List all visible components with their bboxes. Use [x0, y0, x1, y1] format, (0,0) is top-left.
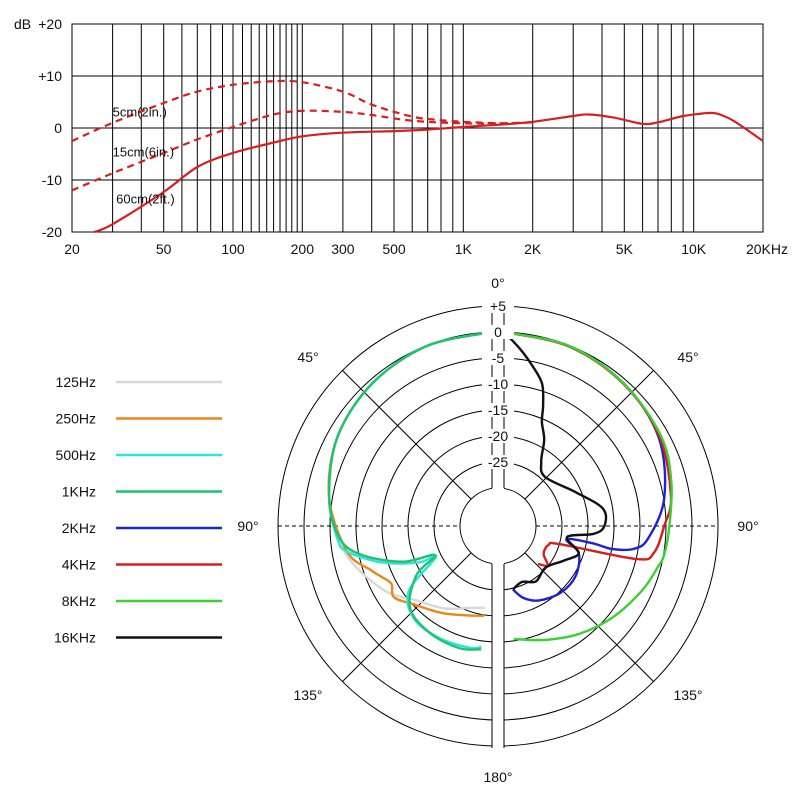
polar-center-strip	[492, 304, 504, 748]
fr-curve-60cm-2ft-	[93, 111, 764, 234]
polar-angle-label: 135°	[674, 687, 703, 703]
polar-curve-1khz	[327, 330, 493, 651]
polar-angle-label: 0°	[491, 275, 504, 291]
fr-y-tick-label: -10	[42, 172, 62, 188]
legend-item-2khz: 2KHz	[62, 520, 222, 536]
fr-plot-frame	[71, 23, 764, 233]
polar-ring-label-bg	[482, 403, 514, 417]
fr-x-tick-label: 20KHz	[746, 241, 788, 257]
polar-ring-label-bg	[482, 429, 514, 443]
fr-y-tick-label: +20	[38, 16, 62, 32]
fr-y-tick-label: +10	[38, 68, 62, 84]
legend-item-16khz: 16KHz	[54, 630, 222, 646]
legend-label: 500Hz	[56, 447, 96, 463]
fr-curve-15cm-6in-	[71, 109, 533, 192]
polar-ring-label: 0	[494, 324, 502, 340]
legend-item-500hz: 500Hz	[56, 447, 222, 463]
polar-ring-label: -10	[488, 376, 508, 392]
polar-angle-label: 135°	[294, 687, 323, 703]
polar-angle-label: 45°	[297, 349, 318, 365]
polar-curve-16khz	[503, 331, 608, 591]
polar-ring-label: -5	[492, 350, 505, 366]
legend-label: 250Hz	[56, 411, 96, 427]
polar-legend: 125Hz 250Hz 500Hz 1KHz 2KHz 4KHz 8KHz 16KHz	[54, 374, 222, 646]
legend-item-1khz: 1KHz	[62, 484, 222, 500]
polar-ring-label: -20	[488, 428, 508, 444]
polar-ring-label-bg	[482, 455, 514, 469]
legend-item-4khz: 4KHz	[62, 557, 222, 573]
polar-ring-label-bg	[482, 351, 514, 365]
legend-label: 8KHz	[62, 593, 96, 609]
fr-x-tick-label: 200	[291, 241, 315, 257]
fr-x-tick-label: 2K	[524, 241, 542, 257]
fr-y-tick-label: -20	[42, 224, 62, 240]
polar-ring-label-bg	[482, 377, 514, 391]
polar-ring-label: +5	[490, 298, 506, 314]
legend-label: 2KHz	[62, 520, 96, 536]
polar-spoke	[342, 552, 472, 682]
legend-label: 125Hz	[56, 374, 96, 390]
polar-curve-8khz	[503, 330, 673, 642]
legend-label: 4KHz	[62, 557, 96, 573]
fr-x-tick-label: 500	[382, 241, 406, 257]
fr-curve-label: 15cm(6in.)	[113, 145, 174, 160]
polar-angle-label: 90°	[237, 518, 258, 534]
fr-x-tick-label: 300	[331, 241, 355, 257]
polar-ring-label: -25	[488, 454, 508, 470]
legend-item-125hz: 125Hz	[56, 374, 222, 390]
legend-item-250hz: 250Hz	[56, 411, 222, 427]
fr-x-tick-label: 1K	[455, 241, 473, 257]
fr-x-tick-label: 5K	[616, 241, 634, 257]
polar-spoke	[342, 370, 472, 500]
polar-curve-125hz	[327, 330, 493, 611]
fr-curve-label: 60cm(2ft.)	[116, 191, 175, 206]
legend-label: 16KHz	[54, 630, 96, 646]
polar-pattern-chart: +5 0 -5 -10 -15 -20 -25 0° 45° 90° 135° 180° 45° 90° 1…	[237, 275, 758, 785]
polar-angle-label: 45°	[677, 349, 698, 365]
polar-angle-label: 180°	[484, 769, 513, 785]
polar-ring-label-bg	[482, 299, 514, 313]
fr-y-tick-label: 0	[54, 120, 62, 136]
polar-ring-label-bg	[482, 325, 514, 339]
legend-item-8khz: 8KHz	[62, 593, 222, 609]
fr-x-tick-label: 20	[64, 241, 80, 257]
fr-x-tick-label: 100	[221, 241, 245, 257]
fr-x-tick-label: 10K	[681, 241, 707, 257]
frequency-response-chart: +20 +10 0 -10 -20 dB 20 50 100 200 300 500 1K 2K 5K 10K…	[14, 16, 788, 257]
fr-curve-label: 5cm(2in.)	[113, 105, 167, 120]
polar-curve-250hz	[327, 330, 493, 617]
legend-label: 1KHz	[62, 484, 96, 500]
polar-angle-label: 90°	[737, 518, 758, 534]
fr-y-unit-label: dB	[14, 16, 31, 32]
polar-ring-label: -15	[488, 402, 508, 418]
polar-spoke	[524, 552, 654, 682]
fr-curve-5cm-2in-	[71, 79, 533, 143]
fr-x-tick-label: 50	[156, 241, 172, 257]
